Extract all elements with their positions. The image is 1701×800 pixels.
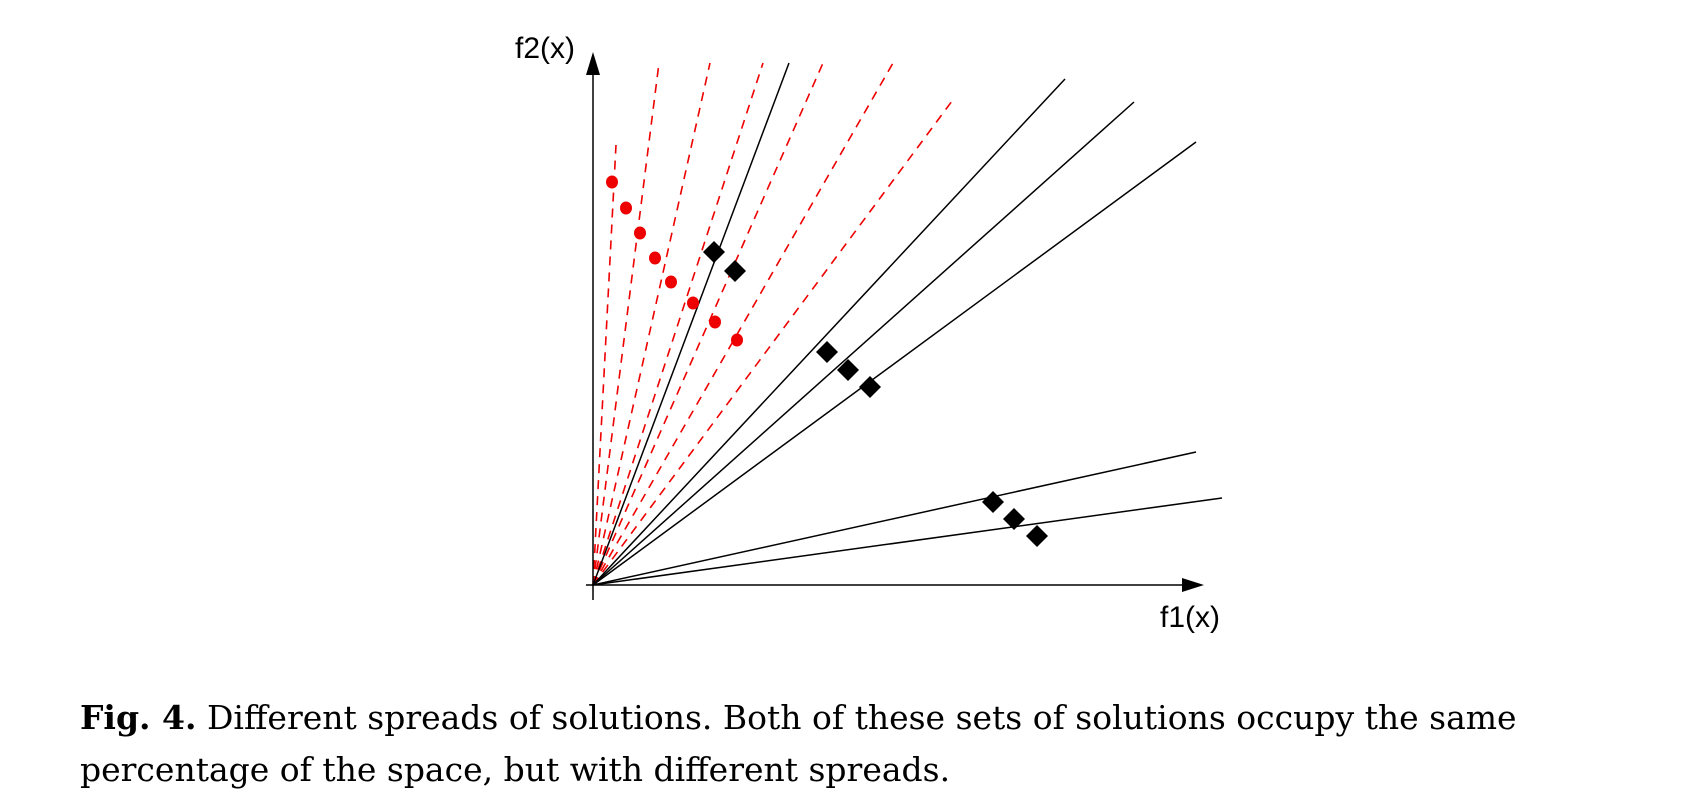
red-circle-point-8 <box>731 333 743 347</box>
black-solid-ray-5 <box>592 451 1197 586</box>
red-circle-point-4 <box>649 251 661 265</box>
red-dashed-ray-4 <box>592 62 764 586</box>
black-diamond-point-5 <box>859 376 881 398</box>
red-dashed-ray-6 <box>592 62 894 586</box>
black-solid-ray-1 <box>592 62 790 586</box>
rays-layer <box>592 62 1223 586</box>
points-layer <box>606 175 1048 547</box>
x-axis-label: f1(x) <box>1160 601 1220 634</box>
red-circle-point-7 <box>709 315 721 329</box>
black-diamond-point-2 <box>724 260 746 282</box>
figure-caption: Fig. 4. Different spreads of solutions. … <box>80 692 1680 796</box>
black-solid-ray-2 <box>592 78 1066 586</box>
black-solid-ray-4 <box>592 141 1197 586</box>
black-diamond-point-4 <box>837 359 859 381</box>
red-dashed-ray-1 <box>592 144 617 586</box>
red-dashed-ray-5 <box>592 62 824 586</box>
figure-caption-label: Fig. 4. <box>80 698 197 737</box>
x-axis-arrowhead <box>1182 578 1204 592</box>
red-dashed-ray-7 <box>592 96 956 586</box>
y-axis-arrowhead <box>586 52 600 75</box>
red-circle-point-5 <box>665 275 677 289</box>
figure-caption-line2: percentage of the space, but with differ… <box>80 750 951 789</box>
red-circle-point-2 <box>620 201 632 215</box>
black-diamond-point-7 <box>1003 508 1025 530</box>
red-dashed-ray-2 <box>592 62 660 586</box>
black-solid-ray-6 <box>592 497 1223 586</box>
figure-caption-line1: Different spreads of solutions. Both of … <box>206 698 1517 737</box>
black-diamond-point-8 <box>1026 525 1048 547</box>
red-circle-point-6 <box>687 296 699 310</box>
red-circle-point-1 <box>606 175 618 189</box>
black-diamond-point-1 <box>703 241 725 263</box>
solution-spread-diagram: f2(x) f1(x) <box>515 32 1223 634</box>
y-axis-label: f2(x) <box>515 32 575 65</box>
black-diamond-point-6 <box>982 491 1004 513</box>
red-circle-point-3 <box>634 226 646 240</box>
axes: f2(x) f1(x) <box>515 32 1220 634</box>
black-diamond-point-3 <box>816 341 838 363</box>
black-solid-ray-3 <box>592 101 1135 586</box>
